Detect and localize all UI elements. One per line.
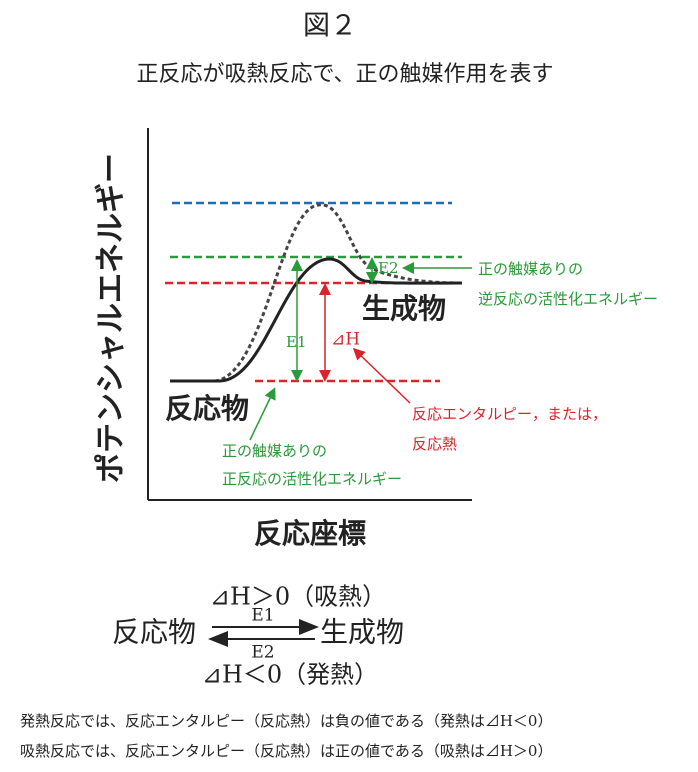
equation-right: 生成物 (320, 616, 404, 649)
note: 吸熱反応では、反応エンタルピー（反応熱）は正の値である（吸熱は⊿H＞0） (20, 742, 552, 760)
y-axis-label: ポテンシャルエネルギー (94, 153, 129, 483)
equation-forward: E1 (251, 606, 274, 626)
pointer-arrow (249, 387, 276, 441)
note: 発熱反応では、反応エンタルピー（反応熱）は負の値である（発熱は⊿H＜0） (20, 712, 552, 730)
e1-label: E1 (286, 333, 307, 351)
annotation: 正の触媒ありの (222, 442, 327, 460)
reactant-label: 反応物 (165, 392, 249, 425)
equation-backward: E2 (251, 643, 274, 663)
catalyzed-curve (170, 257, 463, 383)
equation-top: ⊿H＞0（吸熱） (210, 583, 386, 611)
equation-bottom: ⊿H＜0（発熱） (202, 661, 378, 689)
e2-label: E2 (378, 259, 399, 277)
annotation: 正反応の活性化エネルギー (222, 470, 402, 488)
uncatalyzed-curve (214, 203, 463, 383)
annotation: 正の触媒ありの (478, 260, 583, 278)
x-axis-label: 反応座標 (254, 517, 366, 550)
annotation: 反応熱 (412, 435, 457, 453)
product-label: 生成物 (362, 292, 446, 325)
equation-left: 反応物 (112, 616, 196, 649)
dh-label: ⊿H (331, 330, 360, 350)
title: 図２ (303, 11, 357, 42)
annotation: 逆反応の活性化エネルギー (478, 290, 658, 308)
annotation: 反応エンタルピー，または， (412, 405, 607, 423)
subtitle: 正反応が吸熱反応で、正の触媒作用を表す (136, 62, 553, 87)
pointer-arrow (352, 347, 411, 404)
